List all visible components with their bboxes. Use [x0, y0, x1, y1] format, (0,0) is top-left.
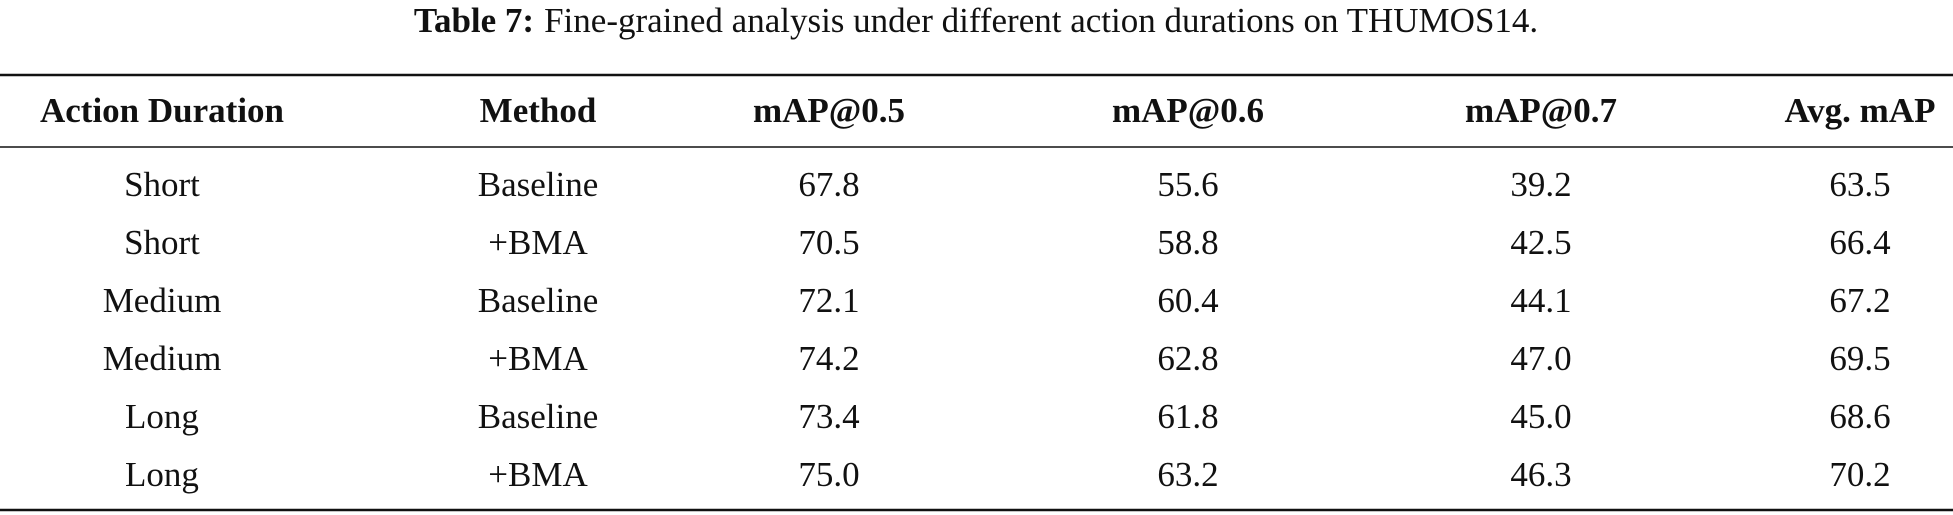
- table-cell: 58.8: [1157, 223, 1218, 262]
- caption-label: Table 7:: [414, 1, 534, 40]
- table-cell: 47.0: [1510, 339, 1571, 378]
- table-cell: 68.6: [1829, 397, 1890, 436]
- table-cell: 74.2: [798, 339, 859, 378]
- table-cell: 70.2: [1829, 455, 1890, 494]
- table-cell: 55.6: [1157, 165, 1218, 204]
- header-cell: Avg. mAP: [1785, 91, 1936, 130]
- table-cell: 60.4: [1157, 281, 1218, 320]
- table-cell: 61.8: [1157, 397, 1218, 436]
- table-cell: Short: [124, 223, 200, 262]
- table-cell: +BMA: [488, 455, 588, 494]
- table-cell: 67.8: [798, 165, 859, 204]
- table-cell: +BMA: [488, 223, 588, 262]
- table-cell: 63.2: [1157, 455, 1218, 494]
- table-cell: 42.5: [1510, 223, 1571, 262]
- table-cell: 39.2: [1510, 165, 1571, 204]
- caption-text: Fine-grained analysis under different ac…: [544, 1, 1538, 40]
- table-cell: Short: [124, 165, 200, 204]
- table-cell: 69.5: [1829, 339, 1890, 378]
- header-cell: mAP@0.5: [753, 91, 905, 130]
- table-cell: 67.2: [1829, 281, 1890, 320]
- caption: Table 7: Fine-grained analysis under diff…: [414, 1, 1538, 40]
- table-cell: Long: [125, 397, 199, 436]
- table-cell: Baseline: [478, 397, 599, 436]
- table-cell: Medium: [103, 339, 222, 378]
- table-cell: 73.4: [798, 397, 859, 436]
- header-cell: Method: [480, 91, 597, 130]
- table-cell: 63.5: [1829, 165, 1890, 204]
- table-cell: 44.1: [1510, 281, 1571, 320]
- header-cell: mAP@0.7: [1465, 91, 1617, 130]
- table-cell: 62.8: [1157, 339, 1218, 378]
- table-cell: Long: [125, 455, 199, 494]
- table-cell: 46.3: [1510, 455, 1571, 494]
- table-cell: Baseline: [478, 165, 599, 204]
- table-cell: 70.5: [798, 223, 859, 262]
- table-cell: 75.0: [798, 455, 859, 494]
- header-cell: Action Duration: [40, 91, 284, 130]
- table-cell: Medium: [103, 281, 222, 320]
- table-cell: Baseline: [478, 281, 599, 320]
- table-cell: +BMA: [488, 339, 588, 378]
- table-cell: 66.4: [1829, 223, 1890, 262]
- table-cell: 45.0: [1510, 397, 1571, 436]
- table-cell: 72.1: [798, 281, 859, 320]
- header-cell: mAP@0.6: [1112, 91, 1264, 130]
